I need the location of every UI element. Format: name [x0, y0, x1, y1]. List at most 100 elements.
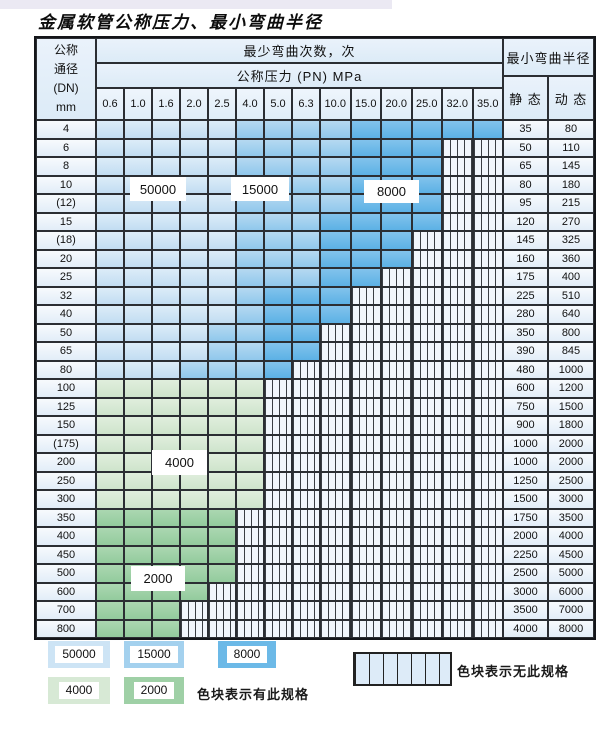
- dn-cell: 40: [36, 305, 96, 324]
- rating-cell: [124, 323, 152, 342]
- rating-cell: [180, 323, 208, 342]
- rating-cell: [320, 120, 351, 139]
- no-spec-cell: [411, 323, 442, 342]
- rating-cell: [208, 305, 236, 324]
- rating-cell: [208, 397, 236, 416]
- no-spec-cell: [411, 342, 442, 361]
- rating-cell: [236, 138, 264, 157]
- dn-cell: 32: [36, 286, 96, 305]
- rating-cell: [264, 286, 292, 305]
- no-spec-cell: [381, 508, 412, 527]
- rating-cell: [350, 138, 381, 157]
- legend-swatch-50000: 50000: [48, 641, 110, 668]
- dynamic-radius-cell: 1800: [548, 416, 594, 435]
- bend-times-label: 8000: [364, 180, 419, 203]
- pressure-tick: 20.0: [381, 88, 412, 120]
- rating-cell: [152, 416, 180, 435]
- no-spec-cell: [442, 545, 473, 564]
- no-spec-cell: [472, 194, 503, 213]
- dn-cell: 80: [36, 360, 96, 379]
- rating-cell: [152, 360, 180, 379]
- no-spec-cell: [381, 564, 412, 583]
- rating-cell: [152, 138, 180, 157]
- no-spec-cell: [381, 268, 412, 287]
- rating-cell: [208, 416, 236, 435]
- rating-cell: [180, 286, 208, 305]
- rating-cell: [292, 268, 320, 287]
- legend-swatch-label: 2000: [133, 682, 175, 699]
- pressure-tick: 10.0: [320, 88, 351, 120]
- no-spec-cell: [472, 323, 503, 342]
- legend-has-spec-text: 色块表示有此规格: [197, 687, 310, 702]
- no-spec-cell: [381, 601, 412, 620]
- no-spec-cell: [442, 619, 473, 638]
- rating-cell: [411, 138, 442, 157]
- rating-cell: [96, 490, 124, 509]
- rating-cell: [292, 249, 320, 268]
- rating-cell: [208, 157, 236, 176]
- rating-cell: [320, 175, 351, 194]
- no-spec-cell: [208, 582, 236, 601]
- rating-cell: [124, 249, 152, 268]
- no-spec-cell: [411, 286, 442, 305]
- no-spec-cell: [411, 231, 442, 250]
- no-spec-cell: [472, 434, 503, 453]
- no-spec-cell: [411, 268, 442, 287]
- legend-swatch-label: 50000: [55, 646, 103, 663]
- no-spec-cell: [180, 601, 208, 620]
- rating-cell: [124, 471, 152, 490]
- rating-cell: [208, 249, 236, 268]
- rating-cell: [180, 490, 208, 509]
- no-spec-cell: [292, 527, 320, 546]
- no-spec-cell: [320, 619, 351, 638]
- no-spec-cell: [381, 323, 412, 342]
- no-spec-cell: [472, 545, 503, 564]
- static-radius-cell: 1250: [503, 471, 548, 490]
- dynamic-radius-cell: 400: [548, 268, 594, 287]
- no-spec-cell: [472, 305, 503, 324]
- no-spec-cell: [442, 582, 473, 601]
- no-spec-cell: [292, 453, 320, 472]
- no-spec-cell: [442, 453, 473, 472]
- legend-no-spec-text: 色块表示无此规格: [457, 664, 570, 679]
- no-spec-cell: [292, 508, 320, 527]
- rating-cell: [124, 545, 152, 564]
- rating-cell: [292, 175, 320, 194]
- rating-cell: [208, 564, 236, 583]
- dn-cell: (12): [36, 194, 96, 213]
- rating-cell: [96, 157, 124, 176]
- rating-cell: [264, 360, 292, 379]
- no-spec-cell: [381, 619, 412, 638]
- rating-cell: [236, 120, 264, 139]
- rating-cell: [152, 286, 180, 305]
- no-spec-cell: [264, 416, 292, 435]
- rating-cell: [180, 379, 208, 398]
- rating-cell: [152, 268, 180, 287]
- no-spec-cell: [442, 342, 473, 361]
- no-spec-cell: [381, 490, 412, 509]
- rating-cell: [180, 231, 208, 250]
- pressure-tick: 1.6: [152, 88, 180, 120]
- dynamic-radius-cell: 845: [548, 342, 594, 361]
- rating-cell: [320, 194, 351, 213]
- no-spec-cell: [411, 360, 442, 379]
- rating-cell: [124, 286, 152, 305]
- no-spec-cell: [472, 157, 503, 176]
- no-spec-cell: [292, 416, 320, 435]
- no-spec-cell: [381, 342, 412, 361]
- dynamic-radius-cell: 3000: [548, 490, 594, 509]
- rating-cell: [96, 305, 124, 324]
- rating-cell: [180, 268, 208, 287]
- no-spec-cell: [442, 212, 473, 231]
- static-radius-cell: 2000: [503, 527, 548, 546]
- no-spec-cell: [381, 416, 412, 435]
- no-spec-cell: [292, 545, 320, 564]
- rating-cell: [96, 360, 124, 379]
- rating-cell: [292, 305, 320, 324]
- legend-swatch-15000: 15000: [124, 641, 184, 668]
- rating-cell: [180, 416, 208, 435]
- bend-times-label: 15000: [231, 177, 289, 201]
- dn-cell: 700: [36, 601, 96, 620]
- rating-cell: [152, 305, 180, 324]
- no-spec-cell: [442, 527, 473, 546]
